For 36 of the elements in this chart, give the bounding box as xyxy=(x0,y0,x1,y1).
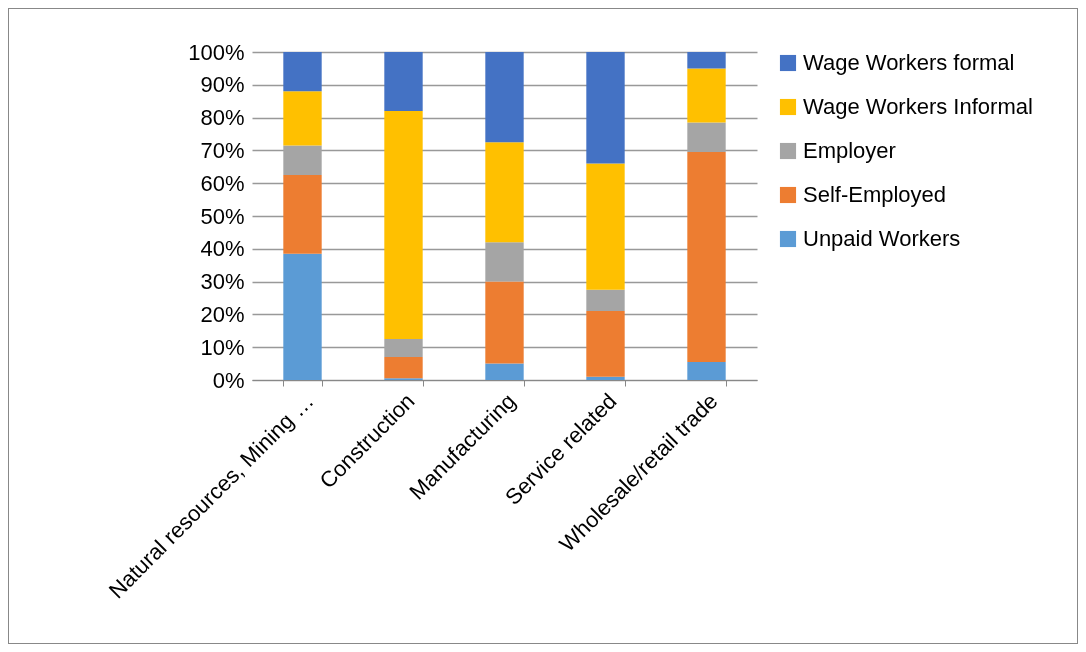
y-tick-label: 50% xyxy=(200,203,245,229)
bar xyxy=(687,152,726,362)
legend-label: Self-Employed xyxy=(803,182,947,207)
y-tick-label: 0% xyxy=(212,367,245,393)
bar xyxy=(586,289,625,312)
bar xyxy=(687,361,726,380)
legend-label: Wage Workers Informal xyxy=(803,94,1033,119)
y-tick-label: 100% xyxy=(188,39,245,65)
y-tick-label: 70% xyxy=(200,137,245,163)
bar xyxy=(283,253,322,380)
y-tick-label: 20% xyxy=(200,301,245,327)
y-tick-label: 40% xyxy=(200,236,245,262)
y-tick-label: 60% xyxy=(200,170,245,196)
bar xyxy=(283,52,322,92)
bar xyxy=(687,68,726,123)
bar xyxy=(283,91,322,146)
bar xyxy=(586,376,625,380)
bar xyxy=(485,142,524,243)
bar xyxy=(485,363,524,380)
legend-label: Wage Workers formal xyxy=(803,50,1015,75)
y-tick-label: 90% xyxy=(200,72,245,98)
bar xyxy=(384,52,423,112)
bar xyxy=(586,311,625,377)
bar xyxy=(687,52,726,69)
bar xyxy=(384,111,423,339)
legend-label: Employer xyxy=(803,138,896,163)
y-tick-label: 30% xyxy=(200,269,245,295)
bar xyxy=(586,163,625,290)
bar xyxy=(283,175,322,254)
legend-label: Unpaid Workers xyxy=(803,226,961,251)
bar xyxy=(586,52,625,164)
bar xyxy=(384,357,423,379)
y-tick-label: 10% xyxy=(200,334,245,360)
bar xyxy=(485,281,524,364)
y-tick-label: 80% xyxy=(200,105,245,131)
bar xyxy=(485,52,524,143)
